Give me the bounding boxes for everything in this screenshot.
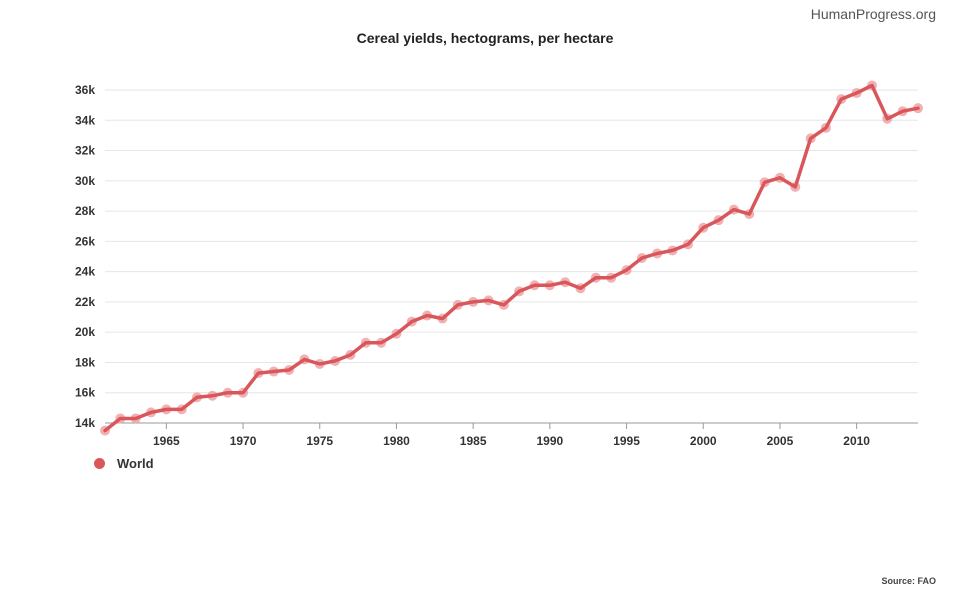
x-tick-label: 1965: [153, 434, 180, 448]
tick-labels: 14k 16k 18k 20k 22k 24k 26k 28k 30k 32k 34k 36k 1965…: [75, 83, 870, 448]
x-tick-label: 1995: [613, 434, 640, 448]
y-tick-label: 14k: [75, 416, 95, 430]
y-tick-label: 20k: [75, 325, 95, 339]
y-tick-label: 28k: [75, 204, 95, 218]
y-tick-label: 34k: [75, 113, 95, 127]
source-note: Source: FAO: [881, 576, 936, 586]
y-tick-label: 36k: [75, 83, 95, 97]
grid-lines: [105, 89, 918, 424]
chart-title: Cereal yields, hectograms, per hectare: [356, 30, 614, 46]
y-tick-label: 26k: [75, 234, 95, 248]
y-tick-label: 18k: [75, 355, 95, 369]
legend-label-world: World: [117, 456, 154, 471]
y-tick-label: 32k: [75, 144, 95, 158]
y-tick-label: 24k: [75, 265, 95, 279]
x-tick-label: 2005: [767, 434, 794, 448]
x-tick-label: 1970: [230, 434, 257, 448]
series-world: [100, 80, 923, 436]
x-tick-label: 2000: [690, 434, 717, 448]
x-tick-label: 2010: [843, 434, 870, 448]
x-tick-label: 1990: [536, 434, 563, 448]
y-tick-label: 22k: [75, 295, 95, 309]
y-tick-label: 16k: [75, 386, 95, 400]
axes: [105, 422, 918, 429]
legend[interactable]: World: [94, 456, 154, 471]
brand-label: HumanProgress.org: [810, 6, 936, 22]
y-tick-label: 30k: [75, 174, 95, 188]
x-tick-label: 1980: [383, 434, 410, 448]
x-tick-label: 1975: [306, 434, 333, 448]
legend-swatch-world: [94, 458, 105, 469]
x-tick-label: 1985: [460, 434, 487, 448]
series-line: [103, 83, 920, 433]
